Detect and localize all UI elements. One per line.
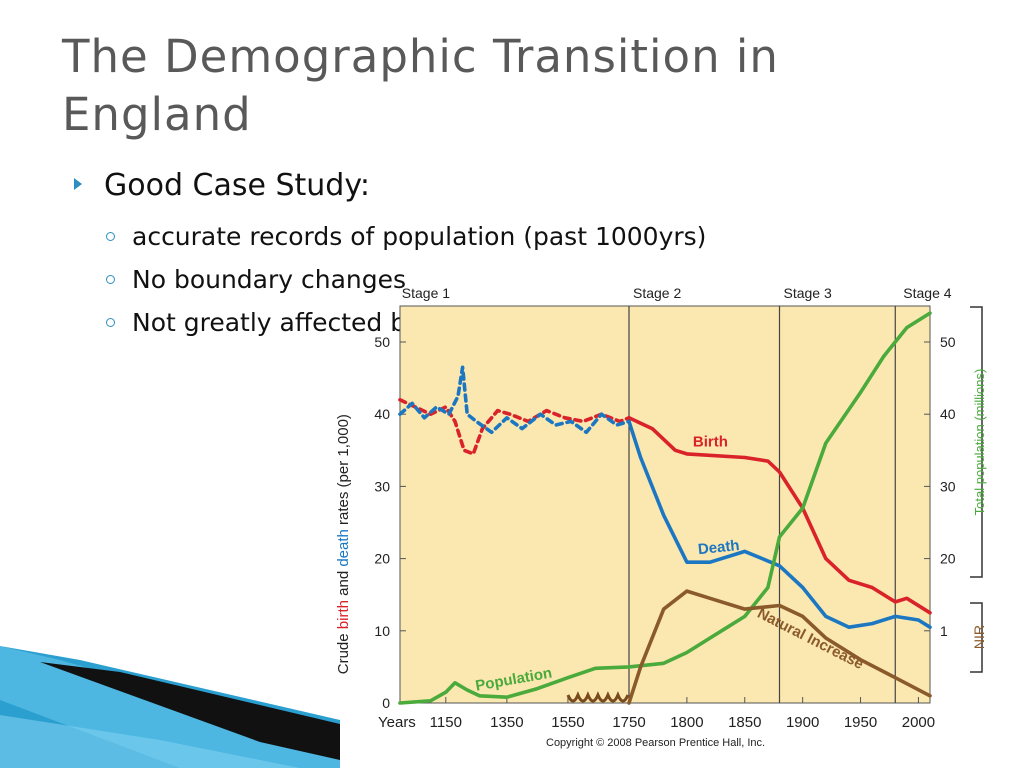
x-tick-label: 1350 xyxy=(490,714,523,731)
plot-background xyxy=(400,306,930,703)
series-line-death-stage-1- xyxy=(398,365,631,435)
y-left-tick-label: 40 xyxy=(374,406,390,422)
y-right-tick-label: 50 xyxy=(940,334,956,350)
nir-tick-label: 1 xyxy=(940,623,948,639)
y-left-axis-label: Crude birth and death rates (per 1,000) xyxy=(335,414,352,674)
circle-bullet-icon xyxy=(106,275,115,284)
deco-dark-band xyxy=(40,662,340,760)
chart-copyright: Copyright © 2008 Pearson Prentice Hall, … xyxy=(546,737,765,749)
circle-bullet-icon xyxy=(106,318,115,327)
y-left-tick-label: 10 xyxy=(374,623,390,639)
stage-label-3: Stage 3 xyxy=(784,285,832,301)
series-line-birth xyxy=(627,416,932,615)
slide-title: The Demographic Transition in England xyxy=(62,30,779,141)
y-left-tick-label: 50 xyxy=(374,334,390,350)
triangle-bullet-icon xyxy=(74,178,82,190)
stage-label-4: Stage 4 xyxy=(903,285,951,301)
y-left-tick-label: 0 xyxy=(382,695,390,711)
x-tick-label: 1750 xyxy=(612,714,645,731)
nir-bracket xyxy=(970,602,983,673)
bullet-text: No boundary changes xyxy=(132,265,407,294)
y-left-label-part: rates (per 1,000) xyxy=(335,414,352,529)
stage1-nir-squiggle xyxy=(566,691,630,703)
x-tick-label: 1550 xyxy=(551,714,584,731)
circle-bullet-icon xyxy=(106,232,115,241)
y-left-label-part: and xyxy=(335,567,352,600)
y-left-label-part: Crude xyxy=(335,629,352,674)
plot-frame xyxy=(399,305,931,704)
x-tick-label: 2000 xyxy=(902,714,935,731)
bullet-text: accurate records of population (past 100… xyxy=(132,222,707,251)
x-axis-label: Years xyxy=(378,714,416,731)
series-annotation-death: Death xyxy=(697,537,740,558)
series-annotation-birth: Birth xyxy=(693,434,728,451)
x-tick-label: 1900 xyxy=(786,714,819,731)
series-line-death xyxy=(627,419,932,629)
population-bracket xyxy=(970,306,983,578)
series-line-population xyxy=(398,311,932,705)
series-line-natural-increase xyxy=(627,589,932,705)
y-left-tick-label: 30 xyxy=(374,478,390,494)
x-tick-label: 1950 xyxy=(844,714,877,731)
stage-label-2: Stage 2 xyxy=(633,285,681,301)
y-left-tick-label: 20 xyxy=(374,551,390,567)
x-tick-label: 1850 xyxy=(728,714,761,731)
y-left-label-part: death xyxy=(335,529,352,567)
x-tick-label: 1800 xyxy=(670,714,703,731)
stage-label-1: Stage 1 xyxy=(402,285,450,301)
y-right-population-label: Total population (millions) xyxy=(972,369,987,516)
y-right-tick-label: 40 xyxy=(940,406,956,422)
y-right-nir-label: NIR xyxy=(971,625,987,649)
bullet-text: Good Case Study: xyxy=(104,168,371,203)
demographic-transition-chart: Stage 1 Stage 2 Stage 3 Stage 4 0 10 20 30 40 50 2… xyxy=(335,285,987,749)
x-tick-label: 1150 xyxy=(430,714,462,731)
y-right-tick-label: 20 xyxy=(940,551,956,567)
y-left-label-part: birth xyxy=(335,600,352,629)
y-right-tick-label: 30 xyxy=(940,478,956,494)
